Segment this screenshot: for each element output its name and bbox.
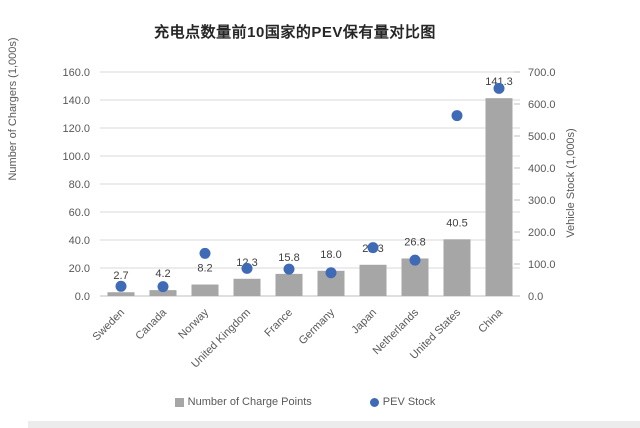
bar-value-label: 2.7 bbox=[113, 270, 128, 282]
bar-value-label: 40.5 bbox=[446, 217, 467, 229]
pev-stock-dot bbox=[325, 267, 337, 279]
x-category-label: Japan bbox=[349, 307, 379, 337]
left-axis-tick-label: 100.0 bbox=[62, 151, 90, 163]
pev-stock-dot bbox=[451, 110, 463, 122]
pev-stock-dot bbox=[409, 254, 421, 266]
pev-stock-dot bbox=[157, 281, 169, 293]
scatter-series-swatch-icon bbox=[369, 397, 379, 407]
bar-value-label: 141.3 bbox=[485, 76, 513, 88]
bar-charge-points bbox=[191, 284, 219, 296]
legend-item-pev-stock: PEV Stock bbox=[369, 396, 436, 408]
right-axis-tick-label: 300.0 bbox=[528, 195, 556, 207]
bar-charge-points bbox=[359, 264, 387, 296]
right-axis-tick-label: 400.0 bbox=[528, 163, 556, 175]
bar-value-label: 26.8 bbox=[404, 236, 425, 248]
pev-stock-dot bbox=[493, 82, 505, 94]
right-axis-tick-label: 700.0 bbox=[528, 67, 556, 79]
pev-stock-dot bbox=[367, 242, 379, 254]
bar-series-swatch-icon bbox=[174, 397, 184, 407]
x-category-label: France bbox=[262, 307, 295, 340]
pev-stock-dot bbox=[283, 263, 295, 275]
x-category-label: China bbox=[476, 306, 505, 335]
bar-value-label: 18.0 bbox=[320, 249, 341, 261]
left-axis-tick-label: 120.0 bbox=[62, 123, 90, 135]
left-axis-tick-label: 160.0 bbox=[62, 67, 90, 79]
left-axis-tick-label: 20.0 bbox=[69, 263, 90, 275]
bar-charge-points bbox=[443, 239, 471, 296]
legend-item-charge-points: Number of Charge Points bbox=[174, 396, 312, 408]
bottom-border-strip bbox=[28, 421, 640, 428]
right-axis-tick-label: 500.0 bbox=[528, 131, 556, 143]
x-category-label: Canada bbox=[133, 306, 169, 342]
x-category-label: Germany bbox=[297, 306, 338, 347]
bar-value-label: 4.2 bbox=[155, 268, 170, 280]
left-axis-tick-label: 80.0 bbox=[69, 179, 90, 191]
bar-value-label: 12.3 bbox=[236, 257, 257, 269]
pev-stock-dot bbox=[199, 247, 211, 259]
bar-charge-points bbox=[149, 290, 177, 296]
left-axis-tick-label: 0.0 bbox=[75, 291, 90, 303]
bar-charge-points bbox=[485, 98, 513, 297]
legend-label-pev-stock: PEV Stock bbox=[382, 396, 436, 408]
left-axis-tick-label: 60.0 bbox=[69, 207, 90, 219]
chart-legend: Number of Charge Points PEV Stock bbox=[0, 396, 640, 408]
right-axis-tick-label: 200.0 bbox=[528, 227, 556, 239]
pev-stock-dot bbox=[241, 262, 253, 274]
right-axis-title: Vehicle Stock (1,000s) bbox=[565, 128, 577, 238]
x-category-label: Sweden bbox=[91, 307, 128, 344]
bar-charge-points bbox=[233, 278, 261, 296]
left-axis-tick-label: 140.0 bbox=[62, 95, 90, 107]
bar-charge-points bbox=[275, 273, 303, 296]
pev-stock-dot bbox=[115, 280, 127, 292]
right-axis-tick-label: 100.0 bbox=[528, 259, 556, 271]
chart-title: 充电点数量前10国家的PEV保有量对比图 bbox=[154, 24, 436, 41]
left-axis-tick-label: 40.0 bbox=[69, 235, 90, 247]
right-axis-tick-label: 600.0 bbox=[528, 99, 556, 111]
bar-charge-points bbox=[107, 292, 135, 296]
bar-value-label: 8.2 bbox=[197, 263, 212, 275]
right-axis-tick-label: 0.0 bbox=[528, 291, 543, 303]
legend-label-charge-points: Number of Charge Points bbox=[187, 396, 312, 408]
x-category-label: Norway bbox=[176, 306, 211, 341]
left-axis-title: Number of Chargers (1,000s) bbox=[7, 37, 19, 181]
bar-value-label: 15.8 bbox=[278, 252, 299, 264]
